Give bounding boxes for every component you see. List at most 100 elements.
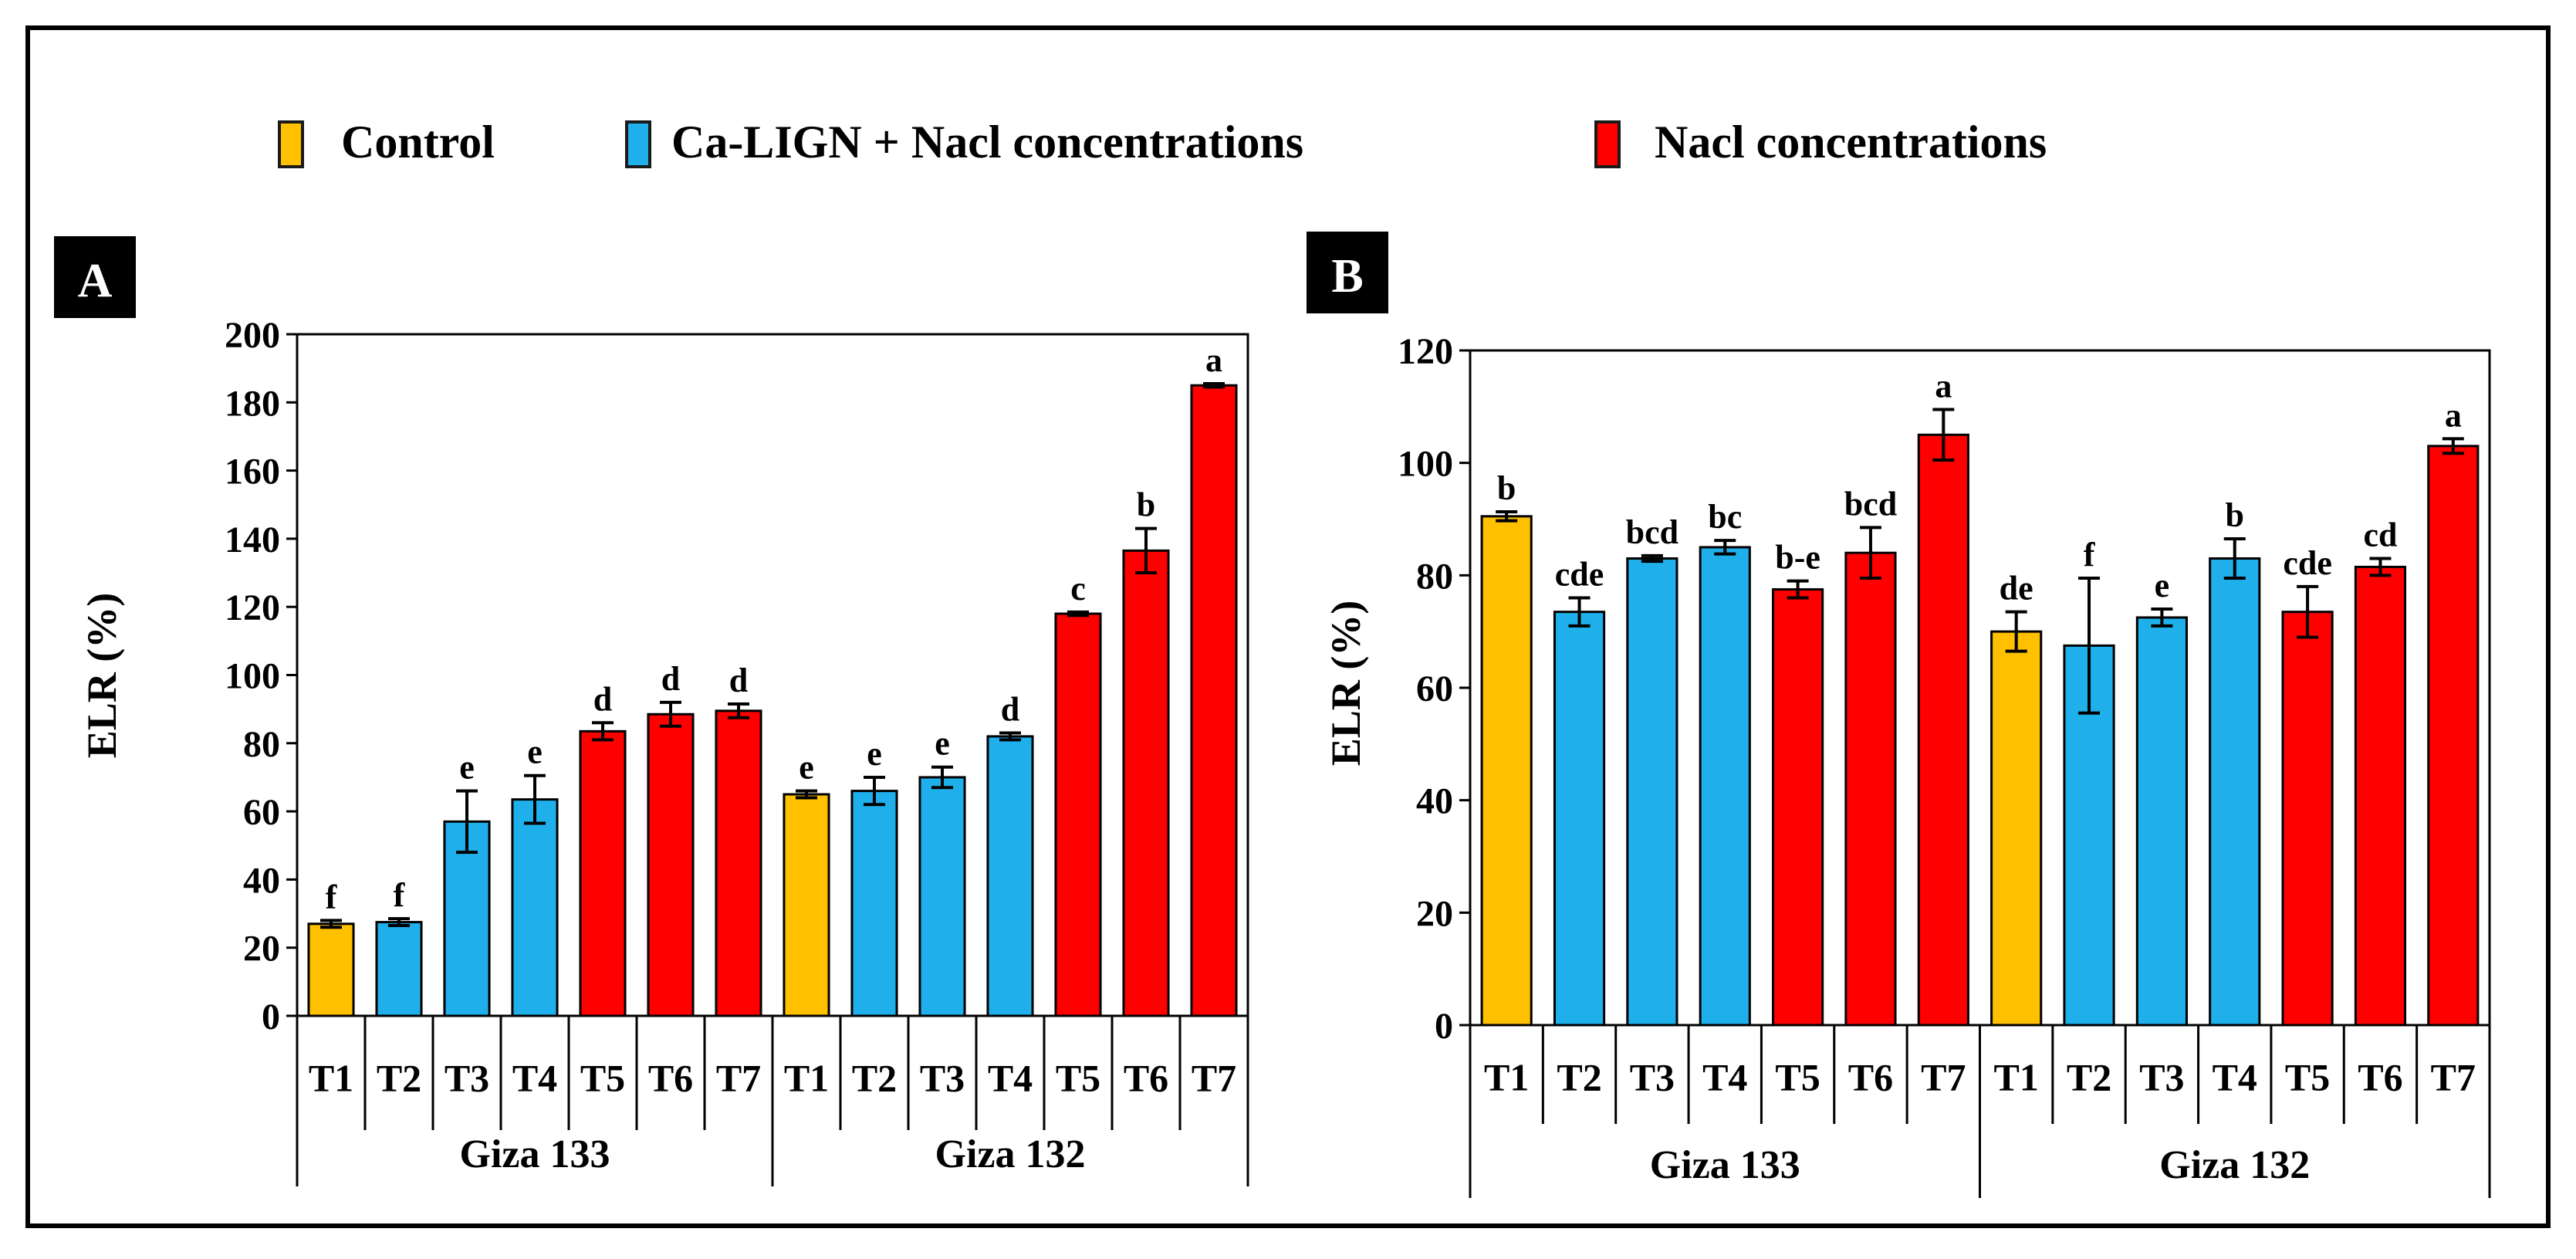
panel-a-y-tick-label: 180 bbox=[225, 383, 280, 424]
panel-b-group-label: Giza 133 bbox=[1650, 1143, 1800, 1187]
panel-b-bar-9 bbox=[2063, 644, 2115, 1027]
panel-b-significance-letter: cd bbox=[2363, 516, 2397, 553]
panel-b-category-label: T1 bbox=[1484, 1055, 1529, 1098]
panel-a-category-label: T1 bbox=[784, 1057, 829, 1100]
panel-a-significance-letter: c bbox=[1070, 570, 1086, 608]
panel-a-significance-letter: e bbox=[867, 735, 882, 773]
panel-b-bar-6 bbox=[1844, 551, 1897, 1027]
panel-a-significance-letter: d bbox=[729, 662, 748, 699]
legend-label-calign: Ca-LIGN + Nacl concentrations bbox=[671, 117, 1303, 168]
panel-b-significance-letter: f bbox=[2084, 536, 2096, 574]
legend-label-control: Control bbox=[341, 117, 495, 168]
panel-a-category-label: T3 bbox=[920, 1057, 965, 1100]
panel-a-ylabel: ELR (%) bbox=[79, 593, 125, 759]
panel-b-bar-5 bbox=[1772, 588, 1824, 1027]
panel-a-bar-3 bbox=[443, 820, 491, 1017]
panel-b-category-label: T7 bbox=[2431, 1055, 2476, 1098]
panel-a-significance-letter: e bbox=[799, 749, 814, 787]
panel-a-bar-6 bbox=[647, 712, 695, 1017]
panel-a-category-label: T7 bbox=[716, 1057, 761, 1100]
panel-a-bar-11 bbox=[986, 735, 1034, 1017]
panel-b-bar-10 bbox=[2135, 616, 2188, 1027]
panel-b-bar-8 bbox=[1990, 630, 2043, 1027]
panel-a-y-tick-label: 100 bbox=[225, 656, 280, 697]
panel-a-category-label: T2 bbox=[852, 1057, 897, 1100]
panel-b-category-label: T6 bbox=[2358, 1055, 2402, 1098]
panel-b-significance-letter: bcd bbox=[1626, 513, 1678, 551]
panel-a: A ELR (%) 0 20 40 60 80 100 120 140 160 180 200 f f e… bbox=[54, 236, 1249, 1186]
panel-b-category-label: T7 bbox=[1921, 1055, 1966, 1098]
panel-b-significance-letter: a bbox=[1935, 367, 1952, 404]
panel-b-bar-7 bbox=[1917, 433, 1969, 1027]
panel-a-significance-letter: d bbox=[593, 680, 612, 718]
panel-a-bar-9 bbox=[850, 790, 898, 1017]
panel-a-category-label: T4 bbox=[988, 1057, 1033, 1100]
panel-b-category-label: T4 bbox=[2213, 1055, 2257, 1098]
panel-a-significance-letter: d bbox=[1001, 691, 1019, 729]
panel-a-category-label: T6 bbox=[648, 1057, 693, 1100]
panel-a-bar-5 bbox=[579, 729, 627, 1017]
panel-a-group-label: Giza 132 bbox=[935, 1132, 1086, 1176]
panel-a-category-label: T1 bbox=[309, 1057, 353, 1100]
panel-b-y-tick-label: 40 bbox=[1416, 781, 1453, 822]
panel-a-bar-7 bbox=[715, 709, 762, 1017]
legend: Control Ca-LIGN + Nacl concentrations Na… bbox=[278, 117, 2047, 168]
panel-b-y-tick-label: 20 bbox=[1416, 893, 1453, 934]
legend-label-nacl: Nacl concentrations bbox=[1655, 117, 2047, 168]
panel-b-bar-13 bbox=[2354, 565, 2407, 1027]
panel-b-significance-letter: a bbox=[2445, 396, 2462, 434]
panel-a-significance-letter: f bbox=[326, 878, 338, 915]
panel-a-bar-14 bbox=[1190, 384, 1238, 1017]
panel-a-significance-letter: a bbox=[1205, 341, 1222, 379]
panel-b-category-label: T6 bbox=[1848, 1055, 1893, 1098]
panel-a-bar-10 bbox=[918, 776, 966, 1017]
legend-swatch-control bbox=[278, 120, 304, 168]
panel-b-label: B bbox=[1331, 250, 1363, 303]
panel-a-category-label: T4 bbox=[512, 1057, 557, 1100]
panel-b-bar-2 bbox=[1553, 611, 1606, 1027]
panel-b-significance-letter: bcd bbox=[1844, 485, 1897, 523]
panel-b-y-tick-label: 120 bbox=[1398, 331, 1453, 372]
panel-a-category-label: T2 bbox=[377, 1057, 421, 1100]
panel-a-y-tick-label: 200 bbox=[225, 315, 280, 356]
panel-b-bar-12 bbox=[2281, 611, 2334, 1027]
panel-a-group-label: Giza 133 bbox=[460, 1132, 610, 1176]
panel-b-significance-letter: b bbox=[1497, 469, 1516, 507]
panel-a-label: A bbox=[78, 255, 113, 307]
panel-b-category-label: T4 bbox=[1702, 1055, 1747, 1098]
panel-b-category-label: T1 bbox=[1993, 1055, 2038, 1098]
panel-b-y-tick-label: 0 bbox=[1435, 1006, 1453, 1047]
panel-b-category-label: T5 bbox=[2285, 1055, 2330, 1098]
panel-a-bar-8 bbox=[783, 793, 830, 1017]
panel-a-category-label: T3 bbox=[445, 1057, 489, 1100]
panel-b-bar-4 bbox=[1699, 546, 1751, 1027]
panel-b-label-box bbox=[1307, 232, 1388, 313]
panel-b-ylabel: ELR (%) bbox=[1323, 601, 1369, 767]
panel-a-plot: 0 20 40 60 80 100 120 140 160 180 200 f f e e d d d e e e d c b… bbox=[225, 315, 1249, 1186]
panel-a-category-label: T5 bbox=[1056, 1057, 1100, 1100]
panel-b-significance-letter: cde bbox=[2283, 544, 2332, 582]
panel-b-bar-3 bbox=[1626, 557, 1678, 1027]
panel-a-significance-letter: d bbox=[661, 660, 680, 698]
panel-b-significance-letter: de bbox=[2000, 570, 2033, 608]
panel-b-category-label: T5 bbox=[1775, 1055, 1820, 1098]
panel-b-significance-letter: bc bbox=[1708, 498, 1742, 536]
panel-b-significance-letter: e bbox=[2155, 567, 2170, 604]
panel-b-significance-letter: b bbox=[2226, 496, 2244, 534]
panel-a-y-tick-label: 40 bbox=[243, 860, 280, 901]
panel-b-category-label: T2 bbox=[2067, 1055, 2111, 1098]
legend-swatch-nacl bbox=[1594, 120, 1621, 168]
panel-b-y-tick-label: 80 bbox=[1416, 556, 1453, 597]
panel-b-significance-letter: cde bbox=[1555, 555, 1604, 593]
panel-a-y-tick-label: 120 bbox=[225, 587, 280, 628]
panel-b-category-label: T3 bbox=[1630, 1055, 1675, 1098]
panel-a-y-tick-label: 0 bbox=[262, 997, 280, 1037]
panel-a-y-tick-label: 80 bbox=[243, 724, 280, 765]
panel-a-category-label: T6 bbox=[1124, 1057, 1168, 1100]
panel-a-significance-letter: f bbox=[394, 876, 406, 914]
panel-a-significance-letter: e bbox=[459, 749, 475, 787]
panel-b-y-tick-label: 60 bbox=[1416, 668, 1453, 709]
